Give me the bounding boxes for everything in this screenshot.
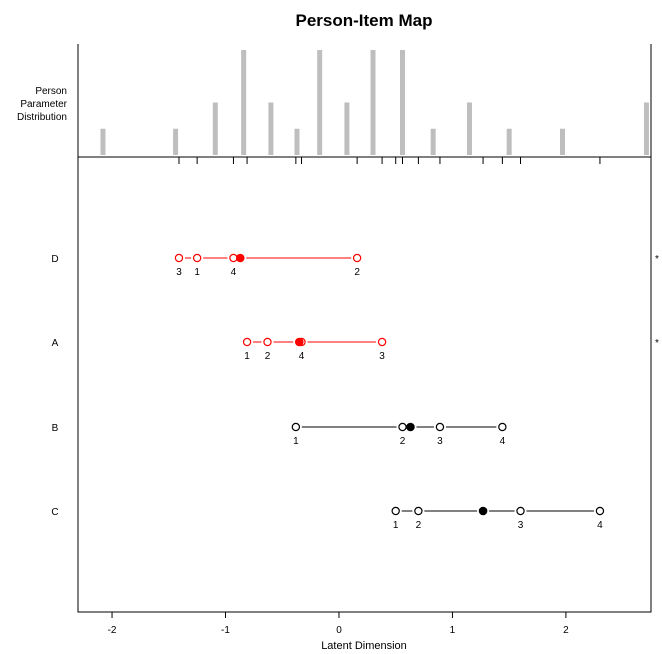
person-bar	[370, 50, 376, 155]
person-bar	[317, 50, 323, 155]
threshold-point	[498, 422, 507, 432]
threshold-label: 4	[500, 436, 506, 447]
threshold-point	[435, 422, 445, 432]
threshold-label: 2	[265, 351, 271, 362]
person-label-line-3: Distribution	[17, 112, 67, 123]
threshold-point	[595, 506, 605, 516]
threshold-point	[398, 422, 407, 432]
threshold-label: 2	[354, 267, 360, 278]
person-bar	[559, 128, 565, 155]
chart-title: Person-Item Map	[296, 11, 433, 30]
person-bar	[241, 50, 247, 155]
x-tick-label: 1	[450, 625, 456, 636]
item-row-b: B 1 2 3 4	[52, 422, 507, 447]
item-location-point	[406, 422, 415, 432]
x-tick-label: -2	[108, 625, 117, 636]
person-bar	[212, 102, 218, 155]
misfit-star: *	[655, 338, 659, 349]
x-tick-label: 2	[563, 625, 569, 636]
threshold-label: 3	[379, 351, 385, 362]
threshold-label: 4	[597, 520, 603, 531]
threshold-label: 3	[518, 520, 524, 531]
threshold-point	[391, 506, 400, 516]
item-label: D	[51, 254, 58, 265]
item-label: B	[52, 423, 59, 434]
threshold-label: 1	[393, 520, 399, 531]
item-row-a: A 1 2 3 4 *	[52, 337, 659, 362]
threshold-point	[414, 506, 423, 516]
person-bar	[466, 102, 472, 155]
threshold-label: 1	[293, 436, 299, 447]
x-axis-label: Latent Dimension	[321, 640, 407, 652]
threshold-point	[242, 337, 252, 347]
misfit-star: *	[655, 254, 659, 265]
person-bar	[430, 128, 436, 155]
item-label: C	[51, 507, 58, 518]
threshold-point	[377, 337, 387, 347]
item-row-c: C 1 2 3 4	[51, 506, 605, 531]
threshold-label: 3	[437, 436, 443, 447]
plot-frame	[77, 156, 652, 613]
threshold-point	[291, 422, 301, 432]
threshold-label: 2	[416, 520, 422, 531]
x-tick-label: 0	[336, 625, 342, 636]
person-label-line-2: Parameter	[20, 99, 67, 110]
threshold-label: 1	[244, 351, 250, 362]
threshold-point	[192, 253, 202, 263]
person-bar	[268, 102, 274, 155]
person-bar	[344, 102, 350, 155]
item-location-point	[294, 337, 304, 347]
threshold-label: 4	[231, 267, 237, 278]
person-bar	[506, 128, 512, 155]
threshold-point	[352, 253, 362, 263]
item-row-d: D 1 2 3 4 *	[51, 253, 659, 278]
person-bar	[294, 128, 300, 155]
x-tick-label: -1	[221, 625, 230, 636]
threshold-point	[263, 337, 272, 347]
threshold-label: 3	[176, 267, 182, 278]
threshold-ticks	[178, 157, 601, 164]
threshold-point	[174, 253, 184, 263]
item-location-point	[235, 253, 245, 263]
item-rows: D 1 2 3 4 * A 1 2 3 4 * B 1 2 3 4 C 1 2 3 4	[51, 253, 659, 531]
person-label-line-1: Person	[35, 86, 67, 97]
person-bar	[400, 50, 406, 155]
person-bar	[643, 102, 649, 155]
threshold-label: 4	[299, 351, 305, 362]
person-distribution-bars	[100, 50, 649, 155]
x-axis: -2 -1 0 1 2	[108, 612, 569, 636]
threshold-label: 2	[400, 436, 406, 447]
person-bar	[173, 128, 179, 155]
threshold-label: 1	[194, 267, 200, 278]
person-bar	[100, 128, 106, 155]
item-label: A	[52, 338, 59, 349]
item-location-point	[478, 506, 488, 516]
threshold-point	[516, 506, 525, 516]
